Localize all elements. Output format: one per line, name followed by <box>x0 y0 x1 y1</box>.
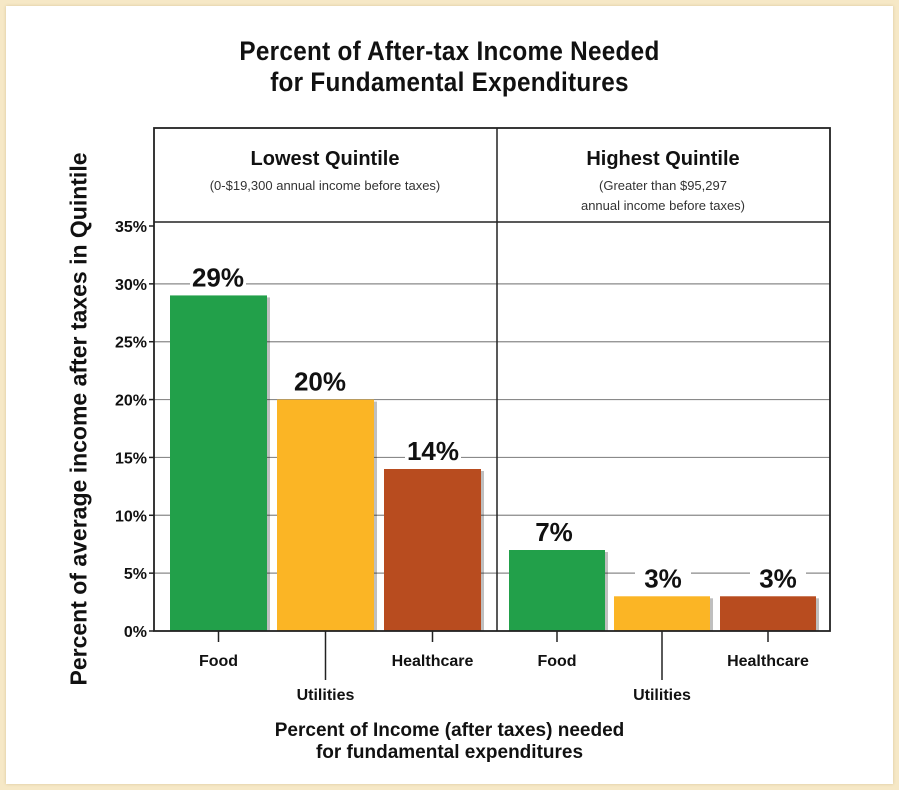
chart-subtitle: for Fundamental Expenditures <box>270 67 629 97</box>
bar-value-label: 20% <box>294 367 346 397</box>
bar-food-highest <box>509 550 605 631</box>
x-tick-label: Utilities <box>297 687 355 704</box>
plot-border <box>153 127 831 632</box>
panel-heading: Highest Quintile <box>586 148 739 170</box>
label-backing <box>526 518 582 546</box>
x-tick-label: Food <box>199 653 238 670</box>
panel-heading: Lowest Quintile <box>251 148 400 170</box>
y-tick-label: 10% <box>115 508 147 525</box>
y-tick-label: 15% <box>115 450 147 467</box>
bar-utilities-highest <box>614 596 710 631</box>
y-tick-label: 30% <box>115 277 147 294</box>
y-tick-label: 20% <box>115 393 147 410</box>
bar-value-label: 7% <box>535 517 573 547</box>
label-backing <box>292 367 348 396</box>
chart-title: Percent of After-tax Income Needed <box>239 36 660 66</box>
bar-value-label: 14% <box>407 436 459 466</box>
bar-value-label: 3% <box>644 563 682 593</box>
label-backing <box>750 564 806 593</box>
panel-subheading: (Greater than $95,297 <box>599 178 727 193</box>
y-tick-label: 35% <box>115 219 147 236</box>
x-axis-label-line2: for fundamental expenditures <box>315 742 584 763</box>
bar-healthcare-lowest <box>384 469 481 631</box>
panel-subheading: annual income before taxes) <box>581 198 745 213</box>
bar-healthcare-highest <box>720 596 816 631</box>
bar-value-label: 3% <box>759 563 797 593</box>
y-tick-label: 25% <box>115 335 147 352</box>
label-backing <box>635 564 691 593</box>
bar-food-lowest <box>170 295 267 631</box>
y-tick-label: 0% <box>124 624 147 641</box>
label-backing <box>190 263 246 292</box>
label-backing <box>405 437 461 465</box>
x-axis-label: Percent of Income (after taxes) needed <box>274 720 625 741</box>
bar-value-label: 29% <box>192 262 244 292</box>
panel-subheading: (0-$19,300 annual income before taxes) <box>210 178 441 193</box>
x-tick-label: Utilities <box>633 687 691 704</box>
x-tick-label: Healthcare <box>392 653 474 670</box>
x-tick-label: Healthcare <box>727 653 809 670</box>
x-tick-label: Food <box>537 653 576 670</box>
y-tick-label: 5% <box>124 566 147 583</box>
bar-utilities-lowest <box>277 399 374 631</box>
